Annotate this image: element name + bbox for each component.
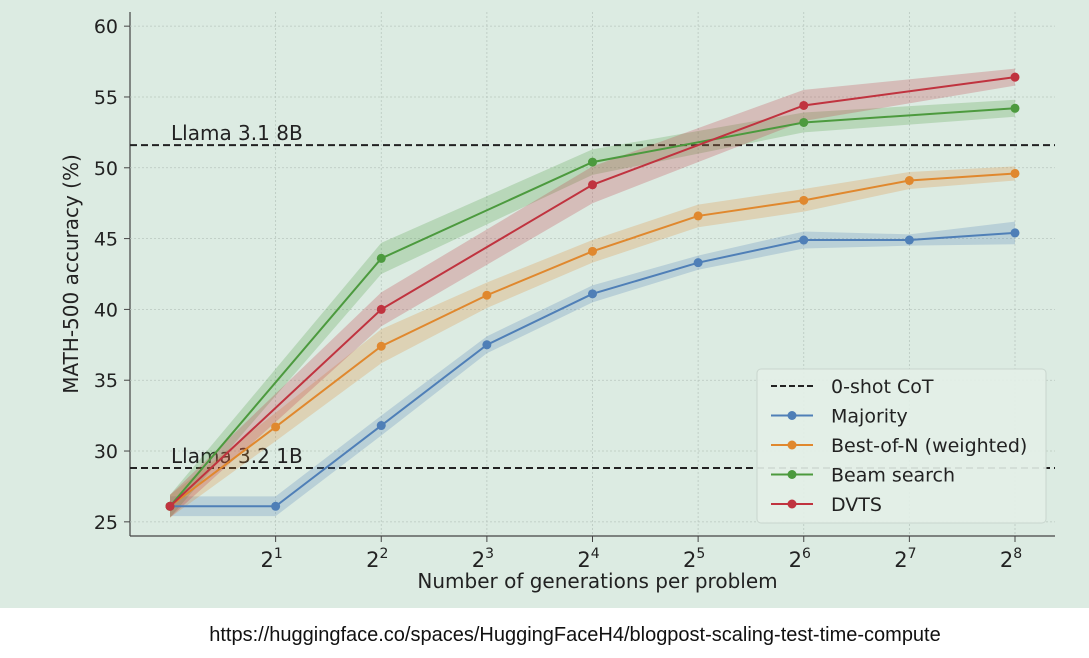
data-point [1010, 228, 1020, 238]
legend-marker [787, 411, 797, 420]
legend-label: Beam search [831, 465, 955, 487]
data-point [799, 100, 809, 110]
legend-marker [787, 470, 797, 479]
x-tick-label: 21 [260, 546, 282, 572]
x-tick-label: 23 [472, 546, 494, 572]
data-point [588, 157, 597, 167]
chart-figure: 25 30 35 40 45 50 55 60 21 22 23 24 25 26 27 28 Number o… [0, 0, 1089, 608]
y-tick-label: 35 [94, 370, 118, 392]
source-caption: https://huggingface.co/spaces/HuggingFac… [209, 624, 941, 646]
data-point [376, 253, 386, 263]
legend-box [756, 368, 1047, 524]
legend-label: Best-of-N (weighted) [831, 435, 1027, 457]
data-point [799, 235, 809, 245]
data-point [693, 211, 703, 221]
legend-label: 0-shot CoT [831, 376, 934, 398]
x-tick-label: 25 [683, 546, 705, 572]
data-point [482, 290, 492, 300]
data-point [271, 422, 281, 432]
legend-label: Majority [831, 406, 908, 428]
data-point [904, 176, 914, 186]
data-point [693, 258, 703, 268]
reference-line-label: Llama 3.1 8B [171, 121, 303, 145]
data-point [376, 341, 386, 351]
y-tick-label: 60 [94, 16, 118, 38]
data-point [376, 304, 386, 314]
data-point [1010, 72, 1020, 82]
y-tick-label: 45 [94, 229, 118, 251]
chart-svg: 25 30 35 40 45 50 55 60 21 22 23 24 25 26 27 28 Number o… [59, 12, 1055, 593]
data-point [588, 246, 597, 256]
y-tick-label: 30 [94, 441, 118, 463]
data-point [271, 501, 281, 511]
x-tick-label: 22 [366, 546, 388, 572]
data-point [799, 195, 809, 205]
y-tick-label: 55 [94, 87, 118, 109]
x-tick-label: 24 [577, 546, 599, 572]
data-point [1010, 168, 1020, 178]
data-point [588, 180, 597, 190]
x-axis-label: Number of generations per problem [417, 569, 777, 593]
y-axis-label: MATH-500 accuracy (%) [59, 154, 83, 394]
data-point [376, 421, 386, 431]
x-tick-label: 27 [894, 546, 916, 572]
data-point [904, 235, 914, 245]
x-tick-label: 28 [1000, 546, 1022, 572]
x-tick-label: 26 [789, 546, 811, 572]
legend-label: DVTS [831, 494, 882, 516]
data-point [1010, 103, 1020, 113]
y-tick-label: 25 [94, 512, 118, 534]
y-tick-label: 40 [94, 299, 118, 321]
y-tick-label: 50 [94, 158, 118, 180]
data-point [165, 501, 175, 511]
data-point [482, 340, 492, 350]
data-point [799, 117, 809, 127]
legend-marker [787, 499, 797, 509]
legend-marker [787, 440, 797, 450]
data-point [588, 289, 597, 299]
